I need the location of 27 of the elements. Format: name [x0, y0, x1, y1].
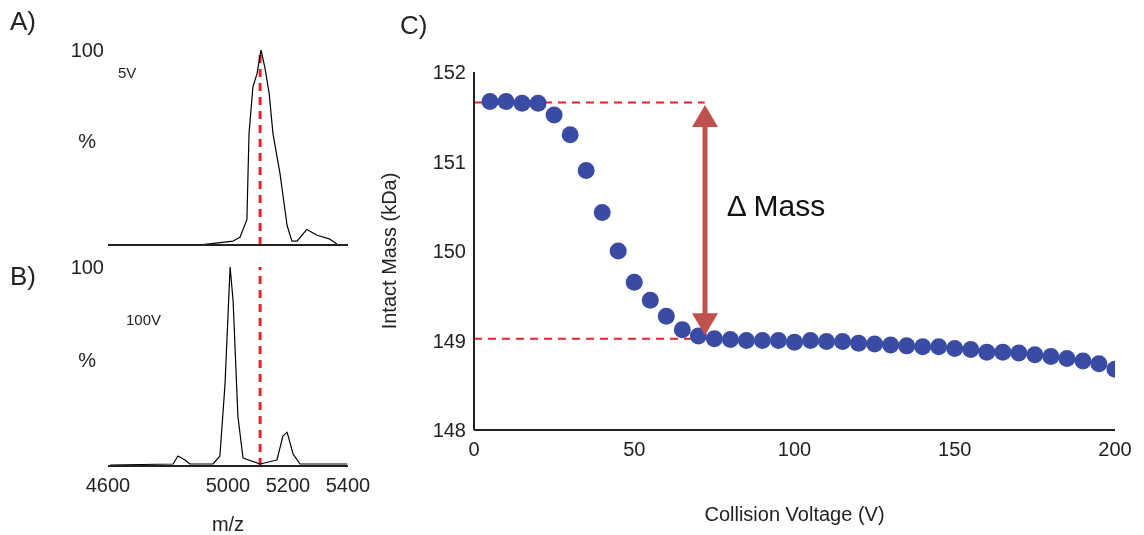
- y-axis-title: %: [78, 129, 97, 152]
- y-tick-label: 148: [432, 419, 466, 442]
- y-axis-title: %: [78, 348, 97, 371]
- text: 100: [70, 256, 104, 278]
- y-tick-label: 152: [432, 61, 466, 84]
- annotation: Δ Mass: [726, 188, 826, 222]
- text: 100: [70, 39, 104, 61]
- x-tick-label: 5000: [205, 474, 251, 496]
- x-tick-label: 50: [623, 438, 646, 460]
- y-axis-title: Intact Mass (kDa): [378, 172, 400, 330]
- x-axis-title: m/z: [211, 513, 245, 535]
- annotation: 100V: [126, 311, 162, 328]
- x-tick-label: 4600: [85, 474, 131, 496]
- y-tick-label: 151: [432, 150, 466, 173]
- chart-title: A): [10, 6, 36, 36]
- x-tick-label: 0: [468, 438, 480, 460]
- chart-title: C): [400, 10, 428, 40]
- chart-title: B): [10, 261, 36, 291]
- x-axis-title: Collision Voltage (V): [704, 503, 885, 525]
- x-tick-label: 150: [938, 438, 972, 460]
- x-tick-label: 5200: [265, 474, 311, 496]
- x-tick-label: 200: [1098, 438, 1132, 460]
- y-tick-label: 149: [432, 329, 466, 352]
- x-tick-label: 5400: [325, 474, 371, 496]
- y-tick-label: 150: [432, 240, 466, 263]
- x-tick-label: 100: [777, 438, 812, 460]
- annotation: 5V: [118, 64, 137, 81]
